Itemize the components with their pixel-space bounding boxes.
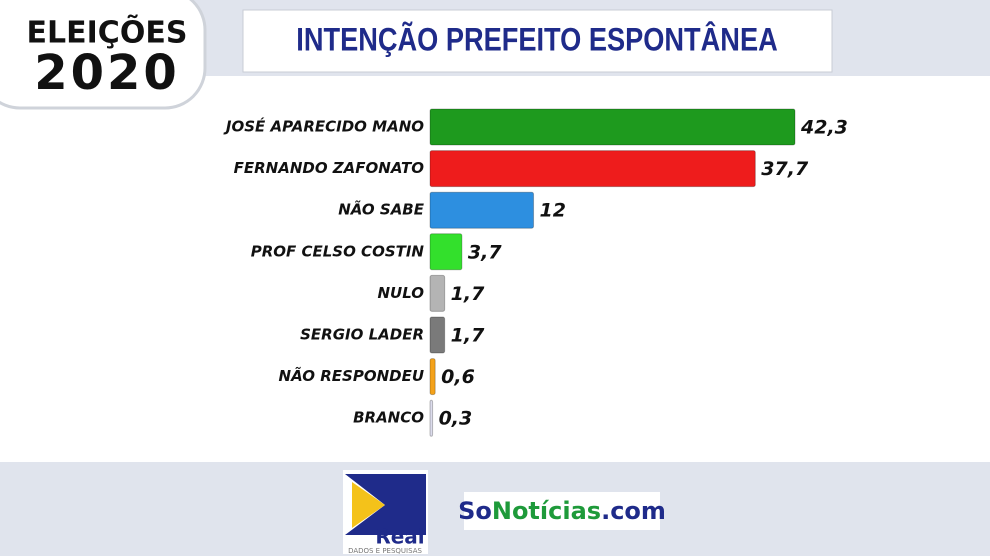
value-label: 12 — [540, 200, 566, 222]
badge-line2: 2020 — [34, 45, 180, 101]
chart-title: INTENÇÃO PREFEITO ESPONTÂNEA — [296, 21, 777, 58]
category-label: SERGIO LADER — [300, 326, 424, 344]
category-label: BRANCO — [353, 409, 424, 427]
value-label: 0,6 — [441, 366, 475, 388]
bar — [429, 150, 756, 188]
bar — [429, 316, 446, 354]
badge-line1: ELEIÇÕES — [27, 14, 188, 51]
site-part: Notícias — [492, 497, 601, 525]
bar — [429, 108, 796, 146]
logo-name: Real — [375, 525, 424, 549]
bar — [429, 274, 446, 312]
category-label: NÃO RESPONDEU — [279, 366, 424, 385]
category-label: FERNANDO ZAFONATO — [234, 159, 425, 177]
category-label: PROF CELSO COSTIN — [251, 242, 425, 260]
site-name: SoNotícias.com — [458, 497, 666, 525]
bar — [429, 399, 434, 437]
logo-shape — [345, 474, 426, 535]
site-box — [464, 492, 660, 530]
bar — [429, 233, 463, 271]
value-label: 37,7 — [761, 158, 809, 180]
value-label: 0,3 — [439, 408, 473, 430]
value-label: 42,3 — [800, 117, 848, 139]
category-label: NULO — [377, 284, 424, 302]
bars: JOSÉ APARECIDO MANO 42,3 FERNANDO ZAFONATO… — [223, 108, 848, 437]
logo-tagline: DADOS E PESQUISAS — [348, 547, 422, 555]
badge — [0, 0, 207, 110]
category-label: NÃO SABE — [338, 200, 425, 219]
bar — [429, 191, 535, 229]
logo-arrow — [352, 482, 385, 528]
site-part: So — [458, 497, 492, 525]
bar — [429, 358, 436, 396]
value-label: 1,7 — [451, 325, 485, 347]
title-box — [242, 9, 833, 73]
site-part: .com — [601, 497, 666, 525]
value-label: 1,7 — [451, 283, 485, 305]
value-label: 3,7 — [468, 241, 502, 263]
category-label: JOSÉ APARECIDO MANO — [223, 117, 424, 136]
